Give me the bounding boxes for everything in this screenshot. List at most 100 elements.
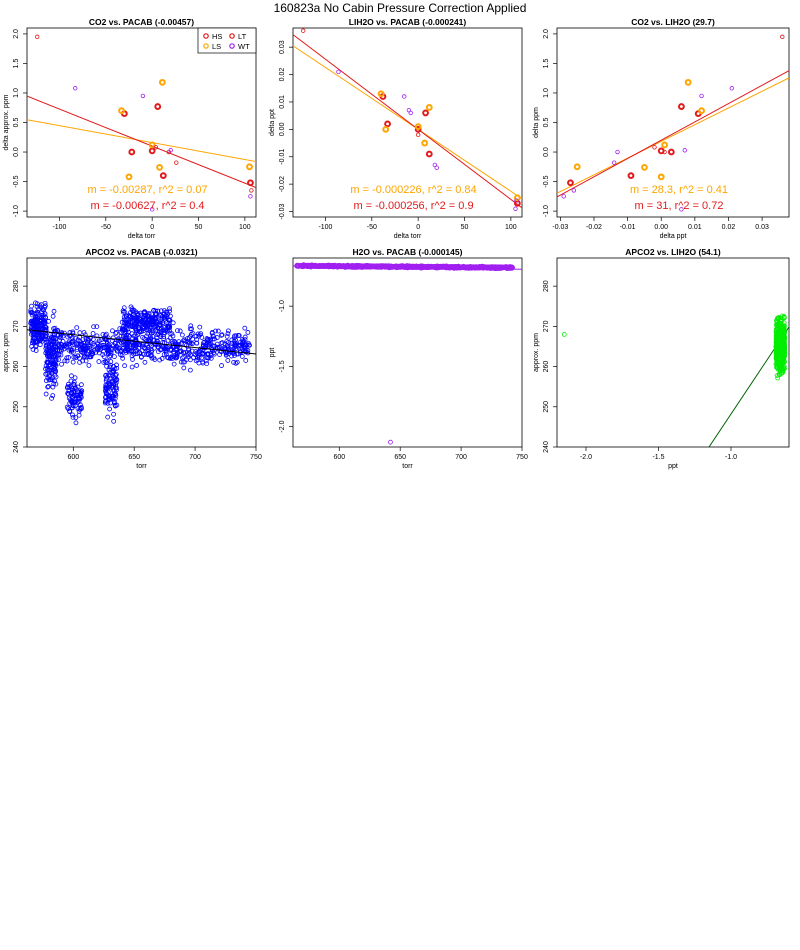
data-point <box>153 312 159 317</box>
data-point <box>149 315 155 321</box>
data-point <box>122 363 128 369</box>
data-point <box>130 309 136 314</box>
data-point-hs <box>247 179 254 187</box>
data-point <box>45 336 51 342</box>
data-point-hs <box>425 150 433 158</box>
data-point-hs <box>422 109 429 117</box>
data-point <box>179 355 185 361</box>
data-point <box>167 306 172 312</box>
data-point <box>312 263 318 269</box>
data-point-wt <box>336 69 341 75</box>
data-point <box>40 325 46 331</box>
data-point <box>138 312 144 318</box>
y-tick-label: -1.5 <box>279 360 286 372</box>
data-point <box>319 263 326 269</box>
data-point <box>122 309 128 315</box>
data-point <box>74 347 80 352</box>
data-point <box>463 264 469 270</box>
data-point <box>197 324 203 330</box>
data-point <box>774 316 780 321</box>
fit-line-ls <box>557 77 789 194</box>
data-point <box>130 343 136 349</box>
data-point <box>183 343 189 348</box>
data-point <box>139 348 145 354</box>
data-point <box>80 347 86 352</box>
data-point <box>106 367 112 373</box>
data-point <box>152 357 158 362</box>
data-point <box>76 412 82 418</box>
fit-line <box>27 329 256 355</box>
x-tick-label: -100 <box>52 224 66 231</box>
data-point-hs <box>667 148 675 156</box>
data-point <box>194 340 200 346</box>
data-point <box>219 363 224 368</box>
data-point <box>69 399 74 405</box>
data-point <box>149 328 155 334</box>
x-tick-label: 600 <box>67 454 79 461</box>
x-tick-label: 750 <box>516 454 528 461</box>
data-point <box>242 325 248 331</box>
data-point <box>100 332 106 337</box>
data-point <box>36 306 41 312</box>
scatter-points <box>28 300 252 426</box>
data-point <box>107 382 113 387</box>
data-point-ls <box>698 107 705 115</box>
data-point <box>72 375 78 381</box>
data-point <box>175 328 180 334</box>
data-point-wt <box>611 160 617 165</box>
data-point <box>73 415 79 421</box>
y-tick-label: 280 <box>13 280 20 292</box>
data-point <box>108 353 113 358</box>
x-tick-label: -2.0 <box>580 454 592 461</box>
data-point <box>94 324 100 329</box>
data-point <box>188 333 193 339</box>
data-point <box>237 342 243 348</box>
data-point <box>65 390 71 396</box>
data-point <box>134 320 140 326</box>
data-point <box>110 335 116 341</box>
plot-border <box>292 27 523 218</box>
data-point <box>30 346 36 352</box>
fit-line-hs <box>27 95 256 189</box>
x-tick-label: 650 <box>394 454 406 461</box>
data-point <box>439 264 445 270</box>
data-point-wt <box>149 207 155 212</box>
y-tick-label: 1.0 <box>13 88 20 98</box>
x-tick-label: 0 <box>416 224 420 231</box>
data-point <box>33 310 39 316</box>
data-point <box>242 342 248 348</box>
data-point <box>145 331 151 337</box>
x-tick-label: -1.5 <box>652 454 664 461</box>
data-point <box>130 357 135 362</box>
data-point <box>90 331 96 336</box>
data-point <box>102 344 107 350</box>
x-axis-label: ppt <box>668 463 678 470</box>
data-point <box>94 333 100 339</box>
data-point-lt <box>415 132 421 138</box>
legend-marker-lt <box>229 33 235 39</box>
x-tick-label: 0.01 <box>688 224 702 231</box>
data-point <box>69 398 75 404</box>
data-point <box>173 355 179 361</box>
data-point <box>73 355 78 360</box>
y-tick-label: 270 <box>543 320 550 332</box>
data-point <box>46 383 51 389</box>
data-point <box>67 341 73 347</box>
y-tick-label: -1.0 <box>543 205 550 217</box>
data-point <box>103 385 108 390</box>
data-point <box>223 352 229 358</box>
y-tick-label: 0.00 <box>279 122 286 136</box>
data-point <box>219 332 225 338</box>
data-point <box>375 263 381 270</box>
data-point <box>778 317 784 322</box>
data-point <box>214 335 220 340</box>
data-point <box>177 328 183 334</box>
data-point <box>143 337 149 342</box>
panel-title: CO2 vs. LIH2O (29.7) <box>631 17 715 27</box>
data-point <box>114 362 119 368</box>
fit-line-ls <box>293 45 522 200</box>
data-point <box>49 395 54 401</box>
data-point-wt <box>699 93 704 99</box>
data-point <box>110 372 116 378</box>
data-point-ls <box>148 141 156 149</box>
